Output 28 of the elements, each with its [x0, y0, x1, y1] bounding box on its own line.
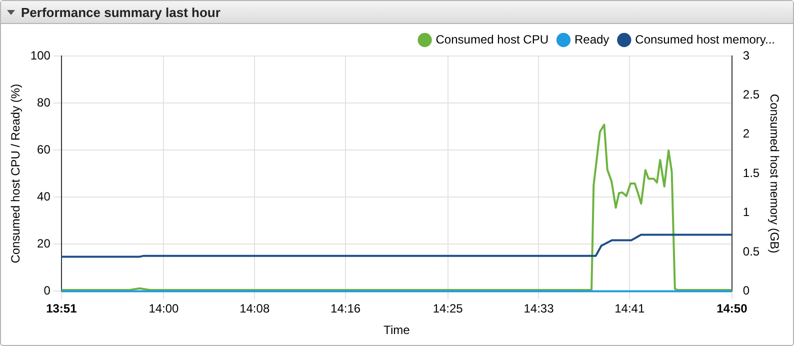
y2-tick-label: 2	[742, 126, 750, 141]
x-tick-label: 14:41	[614, 302, 645, 316]
y-tick-label: 20	[37, 236, 51, 250]
y-tick-label: 40	[37, 189, 51, 204]
legend-label: Consumed host memory...	[635, 32, 775, 46]
y-axis-title: Consumed host CPU / Ready (%)	[8, 84, 23, 264]
y-tick-label: 0	[44, 284, 51, 298]
x-tick-label: 14:25	[432, 302, 464, 316]
y2-tick-label: 1	[742, 205, 750, 220]
y2-tick-label: 3	[742, 48, 750, 62]
x-tick-label: 14:00	[148, 302, 180, 316]
y2-tick-label: 0.5	[742, 244, 760, 258]
x-tick-label: 14:50	[716, 302, 748, 316]
x-tick-label: 14:33	[524, 302, 554, 316]
x-tick-label: 14:16	[330, 302, 361, 316]
x-axis-title: Time	[384, 323, 410, 338]
y2-axis-title: Consumed host memory (GB)	[767, 94, 782, 254]
y-tick-label: 60	[37, 142, 51, 156]
y2-tick-label: 2.5	[742, 88, 760, 102]
x-tick-label: 14:08	[240, 302, 270, 316]
y-tick-label: 100	[30, 48, 51, 62]
y-tick-label: 80	[37, 95, 51, 110]
y2-tick-label: 0	[742, 284, 750, 298]
legend-label: Ready	[574, 32, 610, 46]
chart-title: Performance summary last hour	[21, 4, 220, 20]
x-tick-label: 13:51	[46, 302, 78, 316]
legend-label: Consumed host CPU	[436, 32, 548, 46]
y2-tick-label: 1.5	[742, 166, 760, 180]
